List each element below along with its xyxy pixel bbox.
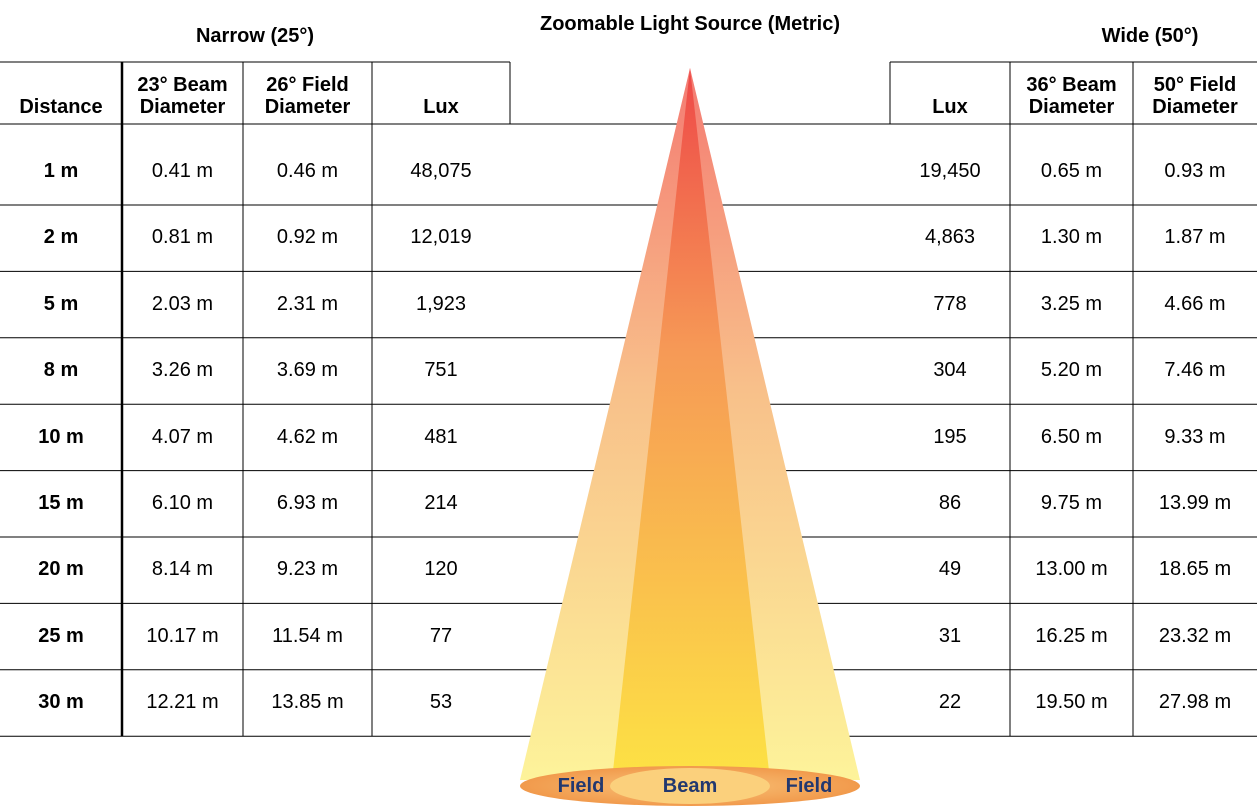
value-cell: 195	[890, 425, 1010, 449]
value-cell: 4.07 m	[122, 425, 243, 449]
value-cell: 13.99 m	[1133, 491, 1257, 515]
value-cell: 2.31 m	[243, 292, 372, 316]
title: Zoomable Light Source (Metric)	[440, 13, 940, 35]
value-cell: 751	[372, 358, 510, 382]
value-cell: 0.65 m	[1010, 159, 1133, 183]
value-cell: 9.23 m	[243, 557, 372, 581]
value-cell: 19,450	[890, 159, 1010, 183]
distance-cell: 25 m	[0, 624, 122, 648]
distance-cell: 2 m	[0, 225, 122, 249]
value-cell: 11.54 m	[243, 624, 372, 648]
value-cell: 481	[372, 425, 510, 449]
value-cell: 6.50 m	[1010, 425, 1133, 449]
value-cell: 49	[890, 557, 1010, 581]
value-cell: 12,019	[372, 225, 510, 249]
value-cell: 0.92 m	[243, 225, 372, 249]
value-cell: 77	[372, 624, 510, 648]
cone-label: Field	[769, 774, 849, 798]
value-cell: 13.85 m	[243, 690, 372, 714]
value-cell: 10.17 m	[122, 624, 243, 648]
column-header: Lux	[372, 64, 510, 118]
page: Narrow (25°) Zoomable Light Source (Metr…	[0, 0, 1257, 806]
cone-label: Beam	[650, 774, 730, 798]
value-cell: 1,923	[372, 292, 510, 316]
value-cell: 3.69 m	[243, 358, 372, 382]
value-cell: 0.41 m	[122, 159, 243, 183]
value-cell: 4.66 m	[1133, 292, 1257, 316]
value-cell: 18.65 m	[1133, 557, 1257, 581]
value-cell: 120	[372, 557, 510, 581]
value-cell: 48,075	[372, 159, 510, 183]
value-cell: 304	[890, 358, 1010, 382]
value-cell: 27.98 m	[1133, 690, 1257, 714]
value-cell: 778	[890, 292, 1010, 316]
value-cell: 2.03 m	[122, 292, 243, 316]
value-cell: 19.50 m	[1010, 690, 1133, 714]
value-cell: 9.75 m	[1010, 491, 1133, 515]
table-graphics	[0, 0, 1257, 806]
narrow-heading: Narrow (25°)	[130, 25, 380, 47]
value-cell: 53	[372, 690, 510, 714]
value-cell: 214	[372, 491, 510, 515]
value-cell: 23.32 m	[1133, 624, 1257, 648]
value-cell: 6.93 m	[243, 491, 372, 515]
column-header: Lux	[890, 64, 1010, 118]
wide-heading: Wide (50°)	[1040, 25, 1257, 47]
cone-label: Field	[541, 774, 621, 798]
value-cell: 0.46 m	[243, 159, 372, 183]
value-cell: 22	[890, 690, 1010, 714]
value-cell: 7.46 m	[1133, 358, 1257, 382]
distance-cell: 15 m	[0, 491, 122, 515]
value-cell: 6.10 m	[122, 491, 243, 515]
distance-cell: 20 m	[0, 557, 122, 581]
value-cell: 1.87 m	[1133, 225, 1257, 249]
value-cell: 0.93 m	[1133, 159, 1257, 183]
column-header: 50° Field Diameter	[1133, 64, 1257, 118]
distance-cell: 5 m	[0, 292, 122, 316]
value-cell: 16.25 m	[1010, 624, 1133, 648]
column-header: 26° Field Diameter	[243, 64, 372, 118]
value-cell: 4.62 m	[243, 425, 372, 449]
column-header: 36° Beam Diameter	[1010, 64, 1133, 118]
value-cell: 4,863	[890, 225, 1010, 249]
value-cell: 12.21 m	[122, 690, 243, 714]
value-cell: 5.20 m	[1010, 358, 1133, 382]
value-cell: 0.81 m	[122, 225, 243, 249]
distance-cell: 8 m	[0, 358, 122, 382]
column-header: 23° Beam Diameter	[122, 64, 243, 118]
light-cone	[520, 68, 860, 806]
value-cell: 3.26 m	[122, 358, 243, 382]
value-cell: 1.30 m	[1010, 225, 1133, 249]
column-header: Distance	[0, 64, 122, 118]
distance-cell: 10 m	[0, 425, 122, 449]
distance-cell: 1 m	[0, 159, 122, 183]
value-cell: 3.25 m	[1010, 292, 1133, 316]
distance-cell: 30 m	[0, 690, 122, 714]
value-cell: 86	[890, 491, 1010, 515]
value-cell: 31	[890, 624, 1010, 648]
value-cell: 9.33 m	[1133, 425, 1257, 449]
value-cell: 8.14 m	[122, 557, 243, 581]
value-cell: 13.00 m	[1010, 557, 1133, 581]
